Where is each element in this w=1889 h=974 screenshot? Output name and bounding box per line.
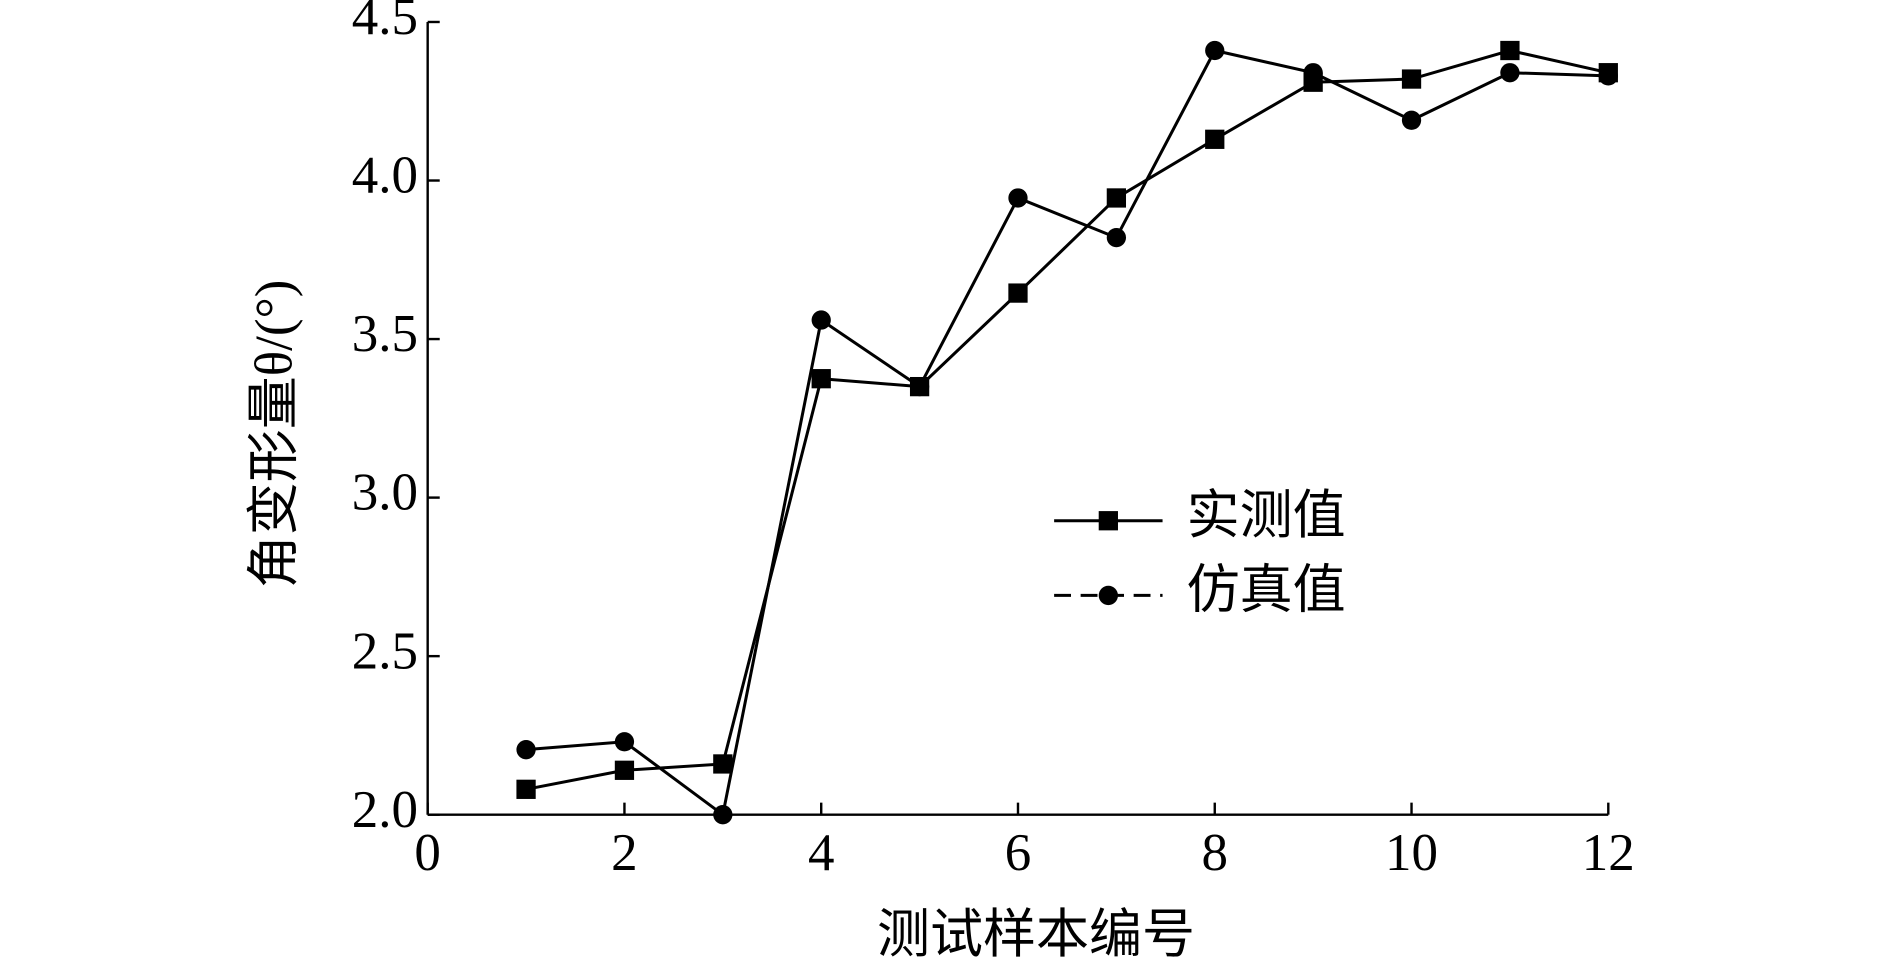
- marker: [1008, 283, 1028, 303]
- marker: [1106, 188, 1127, 208]
- marker: [811, 310, 831, 330]
- marker: [516, 740, 536, 760]
- marker: [516, 779, 536, 799]
- marker: [1205, 129, 1225, 149]
- legend-marker: [1098, 511, 1118, 531]
- x-tick-label: 2: [611, 824, 638, 882]
- marker: [1106, 227, 1127, 248]
- y-tick-label: 2.5: [352, 622, 418, 680]
- y-tick-label: 3.5: [352, 305, 418, 363]
- y-axis-label: 角变形量θ/(°): [246, 280, 304, 589]
- marker: [614, 760, 635, 780]
- marker: [614, 732, 635, 752]
- y-tick-label: 2.0: [352, 781, 418, 839]
- x-tick-label: 8: [1202, 824, 1229, 882]
- legend-label: 仿真值: [1187, 562, 1346, 620]
- series-line: [525, 48, 1609, 818]
- marker: [1500, 40, 1520, 61]
- x-axis-label: 测试样本编号: [877, 906, 1195, 964]
- marker: [1008, 188, 1028, 208]
- y-tick-label: 4.0: [352, 147, 418, 205]
- marker: [1401, 110, 1422, 130]
- x-tick-label: 0: [414, 824, 441, 882]
- marker: [1500, 63, 1520, 83]
- marker: [713, 754, 733, 774]
- marker: [713, 805, 733, 825]
- marker: [811, 369, 831, 389]
- x-tick-label: 10: [1385, 824, 1438, 882]
- x-tick-label: 6: [1005, 824, 1032, 882]
- marker: [1205, 40, 1225, 61]
- marker: [909, 376, 930, 397]
- marker: [1303, 63, 1323, 83]
- y-tick-label: 3.0: [352, 464, 418, 522]
- y-tick-label: 4.5: [352, 0, 418, 46]
- x-tick-label: 4: [808, 824, 835, 882]
- series-line: [525, 48, 1609, 791]
- legend-label: 实测值: [1187, 487, 1346, 545]
- x-tick-label: 12: [1582, 824, 1635, 882]
- marker: [1401, 69, 1422, 89]
- legend-marker: [1098, 585, 1118, 606]
- marker: [1598, 66, 1618, 86]
